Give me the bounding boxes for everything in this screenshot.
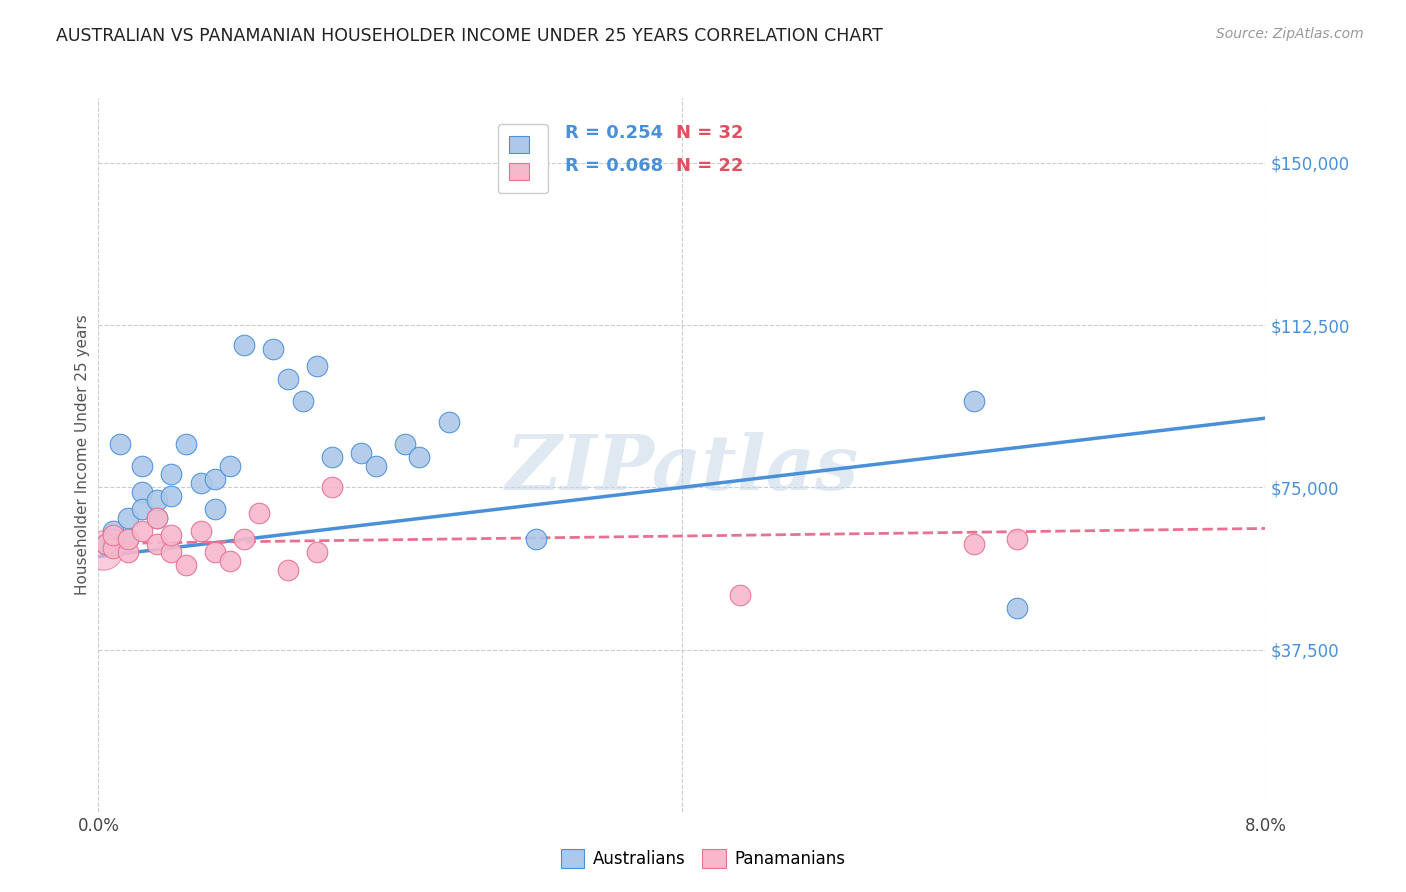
Point: [94, 536, 117, 550]
Point: [117, 533, 139, 547]
Point: [350, 446, 373, 460]
Point: [962, 393, 984, 408]
Point: [204, 472, 226, 486]
Point: [247, 506, 270, 520]
Point: [131, 502, 153, 516]
Point: [728, 589, 751, 603]
Point: [218, 458, 240, 473]
Point: [233, 533, 256, 547]
Point: [190, 524, 212, 538]
Point: [277, 562, 299, 576]
Point: [94, 536, 117, 550]
Point: [321, 480, 343, 494]
Point: [160, 528, 183, 542]
Text: Source: ZipAtlas.com: Source: ZipAtlas.com: [1216, 27, 1364, 41]
Point: [307, 545, 329, 559]
Legend: , : ,: [498, 124, 548, 194]
Text: AUSTRALIAN VS PANAMANIAN HOUSEHOLDER INCOME UNDER 25 YEARS CORRELATION CHART: AUSTRALIAN VS PANAMANIAN HOUSEHOLDER INC…: [56, 27, 883, 45]
Text: N = 22: N = 22: [676, 157, 744, 175]
Point: [190, 476, 212, 491]
Point: [160, 489, 183, 503]
Point: [101, 533, 124, 547]
Point: [146, 510, 169, 524]
Point: [233, 337, 256, 351]
Point: [101, 524, 124, 538]
Point: [174, 437, 197, 451]
Point: [204, 502, 226, 516]
Text: ZIPatlas: ZIPatlas: [505, 433, 859, 506]
Text: R = 0.254: R = 0.254: [565, 124, 664, 142]
Point: [110, 437, 132, 451]
Point: [291, 393, 314, 408]
Point: [174, 558, 197, 573]
Point: [262, 342, 284, 356]
Point: [117, 545, 139, 559]
Point: [131, 484, 153, 499]
Point: [321, 450, 343, 464]
Text: R = 0.068: R = 0.068: [565, 157, 664, 175]
Point: [117, 533, 139, 547]
Point: [160, 545, 183, 559]
Point: [131, 458, 153, 473]
Point: [117, 510, 139, 524]
Point: [408, 450, 430, 464]
Y-axis label: Householder Income Under 25 years: Householder Income Under 25 years: [75, 315, 90, 595]
Point: [437, 416, 460, 430]
Point: [131, 524, 153, 538]
Point: [101, 541, 124, 555]
Point: [101, 528, 124, 542]
Point: [91, 543, 114, 558]
Point: [146, 510, 169, 524]
Point: [364, 458, 387, 473]
Point: [1007, 601, 1029, 615]
Point: [218, 554, 240, 568]
Point: [146, 536, 169, 550]
Point: [394, 437, 416, 451]
Point: [1007, 533, 1029, 547]
Point: [277, 372, 299, 386]
Text: N = 32: N = 32: [676, 124, 744, 142]
Point: [146, 493, 169, 508]
Point: [962, 536, 984, 550]
Point: [524, 533, 547, 547]
Point: [204, 545, 226, 559]
Point: [307, 359, 329, 374]
Point: [160, 467, 183, 482]
Legend: Australians, Panamanians: Australians, Panamanians: [554, 842, 852, 875]
